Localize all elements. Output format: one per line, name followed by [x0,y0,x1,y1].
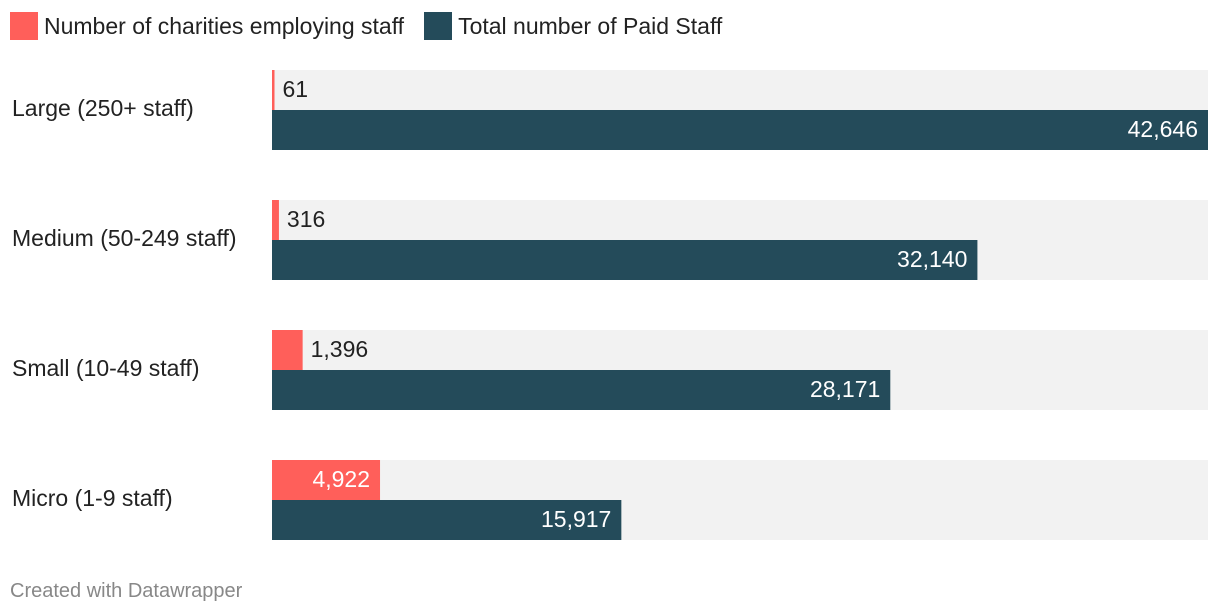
category-label-medium-50-249-staff: Medium (50-249 staff) [12,225,237,251]
data-label-paid-staff-micro-1-9-staff: 15,917 [541,506,611,532]
legend-label-charities: Number of charities employing staff [44,12,405,39]
legend-item-charities: Number of charities employing staff [10,12,404,40]
bar-charities-large-250-staff [272,70,275,110]
bar-charities-small-10-49-staff [272,330,303,370]
legend-swatch-charities [10,12,38,40]
bar-charities-micro-1-9-staff [272,460,381,500]
data-label-paid-staff-small-10-49-staff: 28,171 [810,376,880,402]
data-label-charities-medium-50-249-staff: 316 [287,206,325,232]
bar-charities-medium-50-249-staff [272,200,279,240]
category-label-micro-1-9-staff: Micro (1-9 staff) [12,485,173,511]
category-label-large-250-staff: Large (250+ staff) [12,95,194,121]
datawrapper-credit: Created with Datawrapper [10,580,243,602]
data-label-charities-small-10-49-staff: 1,396 [311,336,369,362]
bar-paid-staff-large-250-staff [272,110,1208,150]
legend-item-paid-staff: Total number of Paid Staff [424,12,722,40]
data-label-charities-micro-1-9-staff: 4,922 [312,466,370,492]
legend-label-paid-staff: Total number of Paid Staff [458,12,723,39]
legend-swatch-paid-staff [424,12,453,40]
chart-legend: Number of charities employing staff Tota… [10,12,742,40]
data-label-charities-large-250-staff: 61 [283,76,309,102]
bar-paid-staff-micro-1-9-staff [272,500,622,540]
bar-paid-staff-medium-50-249-staff [272,240,978,280]
category-label-small-10-49-staff: Small (10-49 staff) [12,355,199,381]
data-label-paid-staff-medium-50-249-staff: 32,140 [897,246,967,272]
data-label-paid-staff-large-250-staff: 42,646 [1128,116,1198,142]
bar-paid-staff-small-10-49-staff [272,370,891,410]
